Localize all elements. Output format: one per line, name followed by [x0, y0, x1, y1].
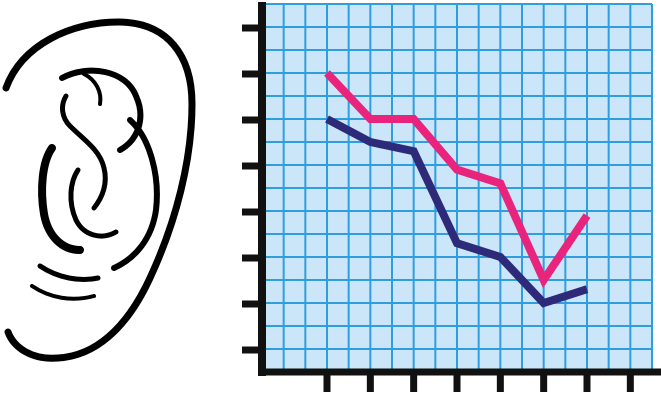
series-lines — [324, 70, 591, 308]
axes — [242, 2, 661, 392]
grid — [262, 3, 653, 373]
ear-icon — [2, 18, 196, 362]
